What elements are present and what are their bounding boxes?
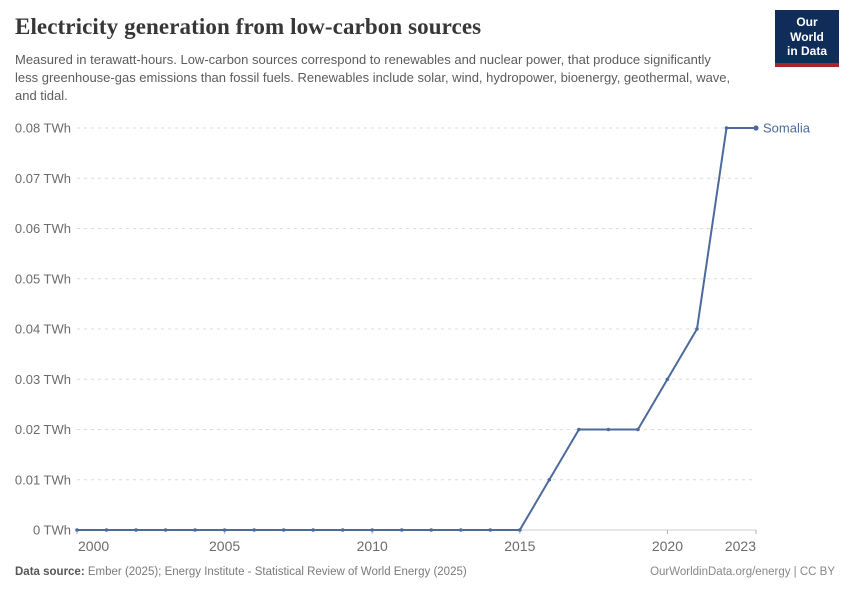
y-tick-label: 0.07 TWh <box>15 171 71 186</box>
y-tick-label: 0.08 TWh <box>15 121 71 136</box>
y-tick-label: 0.05 TWh <box>15 271 71 286</box>
series-point-marker <box>518 528 522 532</box>
chart-header: Electricity generation from low-carbon s… <box>15 14 835 105</box>
y-tick-label: 0 TWh <box>33 523 71 538</box>
series-point-marker <box>75 528 79 532</box>
data-source-label: Data source: <box>15 566 85 578</box>
series-point-marker <box>665 377 670 382</box>
data-source: Data source: Ember (2025); Energy Instit… <box>15 566 467 578</box>
chart-subtitle: Measured in terawatt-hours. Low-carbon s… <box>15 52 731 103</box>
x-tick-label: 2010 <box>357 538 388 554</box>
series-point-marker <box>429 528 434 532</box>
series-point-marker <box>488 528 493 532</box>
series-point-marker <box>370 528 375 532</box>
x-tick-label: 2020 <box>652 538 683 554</box>
series-point-marker <box>547 477 552 482</box>
series-point-marker <box>724 126 729 130</box>
series-point-marker <box>134 528 138 532</box>
y-tick-label: 0.04 TWh <box>15 322 71 337</box>
series-line-somalia[interactable] <box>76 127 757 531</box>
series-entity-label[interactable]: Somalia <box>763 121 811 136</box>
x-tick-label: 2023 <box>725 538 756 554</box>
series-point-marker <box>695 327 699 331</box>
series-point-marker <box>311 528 315 532</box>
x-tick-label: 2000 <box>78 538 109 554</box>
series-point-marker <box>252 528 256 532</box>
series-point-marker <box>104 528 109 532</box>
series-point-marker <box>636 427 640 432</box>
series-point-marker <box>193 528 197 532</box>
y-tick-label: 0.01 TWh <box>15 472 71 487</box>
owid-logo-line1: Our World <box>790 15 824 44</box>
series-point-marker <box>340 528 345 532</box>
x-tick-label: 2015 <box>504 538 535 554</box>
chart-footer: Data source: Ember (2025); Energy Instit… <box>15 566 835 578</box>
series-end-marker <box>753 125 759 131</box>
series-point-marker <box>577 427 581 432</box>
x-tick-label: 2005 <box>209 538 240 554</box>
series-point-marker <box>163 528 168 532</box>
owid-logo[interactable]: Our World in Data <box>775 10 839 67</box>
series-point-marker <box>222 528 227 532</box>
series-point-marker <box>399 528 404 532</box>
y-tick-label: 0.03 TWh <box>15 372 71 387</box>
data-source-text: Ember (2025); Energy Institute - Statist… <box>87 566 467 578</box>
owid-logo-line2: in Data <box>786 44 827 59</box>
y-tick-label: 0.02 TWh <box>15 422 71 437</box>
y-tick-label: 0.06 TWh <box>15 221 71 236</box>
chart-title: Electricity generation from low-carbon s… <box>15 14 482 39</box>
series-point-marker <box>281 528 286 532</box>
series-point-marker <box>606 427 611 432</box>
series-point-marker <box>458 528 463 532</box>
footer-link[interactable]: OurWorldinData.org/energy | CC BY <box>650 566 835 578</box>
